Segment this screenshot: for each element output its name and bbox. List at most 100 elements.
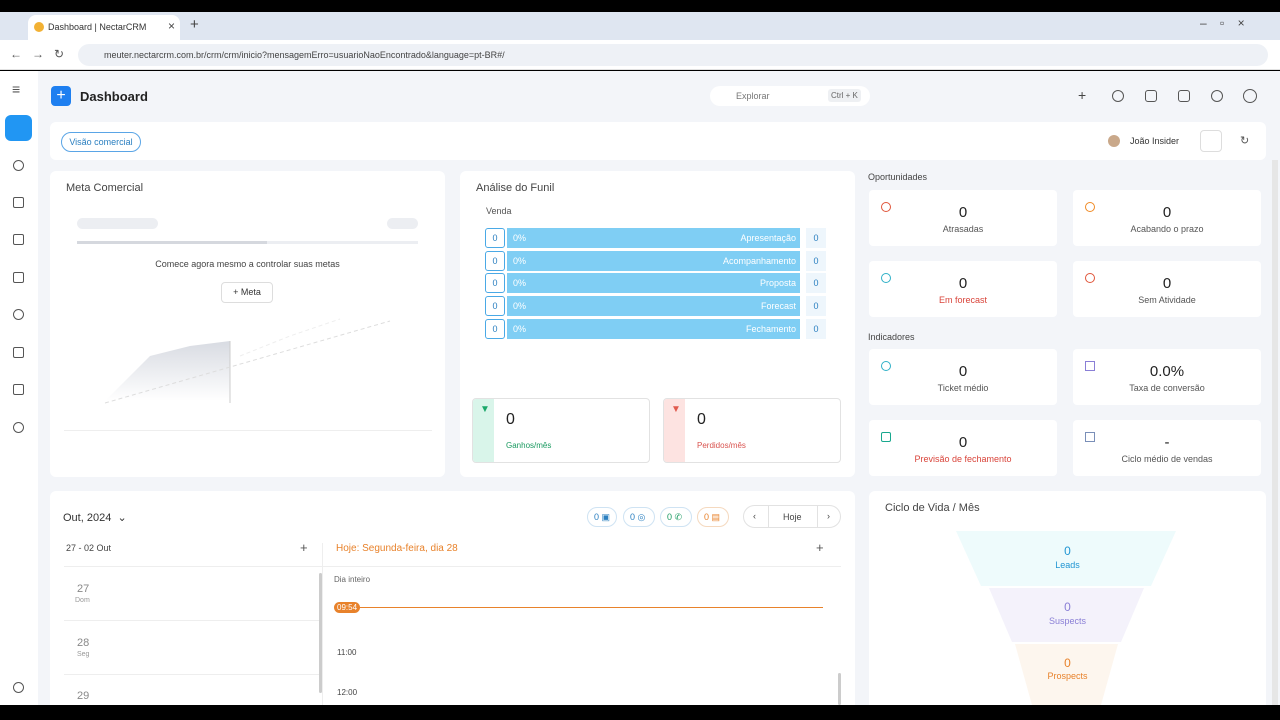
stat-icon <box>1085 432 1095 442</box>
home-icon[interactable] <box>5 115 32 141</box>
stat-card[interactable]: 0 Acabando o prazo <box>1073 190 1261 246</box>
nav-icon[interactable] <box>13 422 24 433</box>
week-range: 27 - 02 Out <box>66 543 112 553</box>
level-label: Leads <box>1055 560 1080 570</box>
header-add[interactable]: + <box>1078 87 1087 103</box>
badge-count: 0 <box>667 512 673 522</box>
address-bar-row: ← → ↻ meuter.nectarcrm.com.br/crm/crm/in… <box>0 40 1280 70</box>
funnel-stage[interactable]: 0 0% Acompanhamento 0 <box>485 251 826 271</box>
view-tag[interactable]: Visão comercial <box>61 132 141 152</box>
add-event[interactable]: + <box>816 540 824 555</box>
stat-card[interactable]: 0 Sem Atividade <box>1073 261 1261 317</box>
calendar-month[interactable]: Out, 2024 ⌄ <box>63 512 127 524</box>
fullscreen-button[interactable] <box>1200 130 1222 152</box>
page-scrollbar[interactable] <box>1272 160 1278 705</box>
stat-label: Sem Atividade <box>1138 295 1196 305</box>
divider <box>64 566 841 567</box>
progress-track <box>77 241 418 244</box>
lost-card[interactable]: ▼ 0 Perdidos/mês <box>663 398 841 463</box>
divider <box>64 620 319 621</box>
badge[interactable]: 0 ◎ <box>623 507 655 527</box>
add-button[interactable]: + <box>51 86 71 106</box>
badge-count: 0 <box>704 512 710 522</box>
task-icon[interactable] <box>1211 90 1223 102</box>
stage-count: 0 <box>485 296 505 316</box>
nav-icon[interactable] <box>13 160 24 171</box>
badge-count: 0 <box>594 512 600 522</box>
menu-icon[interactable]: ≡ <box>12 81 21 97</box>
nav-icon[interactable] <box>13 347 24 358</box>
lifecycle-card: Ciclo de Vida / Mês 0 Leads 0 Suspects 0… <box>869 491 1266 705</box>
settings-icon[interactable] <box>13 682 24 693</box>
badge[interactable]: 0 ▣ <box>587 507 617 527</box>
nav-icon[interactable] <box>13 197 24 208</box>
stat-card[interactable]: 0 Em forecast <box>869 261 1057 317</box>
sidebar: ≡ <box>0 71 38 705</box>
now-time: 09:54 <box>334 602 361 613</box>
inbox-icon[interactable] <box>1178 90 1190 102</box>
stage-value: 0 <box>806 273 826 293</box>
nav-buttons[interactable]: ← → ↻ <box>10 47 65 61</box>
badge[interactable]: 0 ▤ <box>697 507 729 527</box>
bell-icon[interactable] <box>1145 90 1157 102</box>
weekday: Seg <box>77 651 90 658</box>
profile-icon[interactable] <box>1243 89 1257 103</box>
stage-count: 0 <box>485 319 505 339</box>
stage-name: Fechamento <box>745 324 796 334</box>
progress-fill <box>77 241 267 244</box>
funnel-stage[interactable]: 0 0% Apresentação 0 <box>485 228 826 248</box>
funnel-stage[interactable]: 0 0% Forecast 0 <box>485 296 826 316</box>
scrollbar[interactable] <box>838 673 841 705</box>
add-event[interactable]: + <box>300 540 308 555</box>
placeholder <box>77 218 158 229</box>
omnibox[interactable]: meuter.nectarcrm.com.br/crm/crm/inicio?m… <box>78 44 1268 66</box>
stat-card[interactable]: 0.0% Taxa de conversão <box>1073 349 1261 405</box>
new-tab[interactable]: + <box>190 16 199 33</box>
tab[interactable]: Dashboard | NectarCRM × <box>28 15 180 40</box>
divider <box>64 674 319 675</box>
badge[interactable]: 0 ✆ <box>660 507 692 527</box>
stat-card[interactable]: - Ciclo médio de vendas <box>1073 420 1261 476</box>
nav-icon[interactable] <box>13 384 24 395</box>
stat-card[interactable]: 0 Previsão de fechamento <box>869 420 1057 476</box>
window-controls[interactable]: – ▫ × <box>1200 16 1245 30</box>
prev-button[interactable]: ‹ <box>753 511 756 521</box>
refresh-button[interactable]: ↻ <box>1240 135 1250 147</box>
stat-icon <box>881 202 891 212</box>
stage-name: Apresentação <box>740 233 796 243</box>
stat-value: 0 <box>958 204 968 221</box>
today-button[interactable]: Hoje <box>783 512 802 522</box>
stage-percent: 0% <box>513 301 527 311</box>
stat-label: Ciclo médio de vendas <box>1121 454 1213 464</box>
url: meuter.nectarcrm.com.br/crm/crm/inicio?m… <box>104 50 505 60</box>
divider <box>768 506 769 527</box>
stage-bar: 0% Acompanhamento <box>507 251 800 271</box>
card-title: Análise do Funil <box>476 182 555 194</box>
nav-icon[interactable] <box>13 309 24 320</box>
search-box[interactable]: Explorar Ctrl + K <box>710 86 870 106</box>
funnel-stage[interactable]: 0 0% Proposta 0 <box>485 273 826 293</box>
funnel-stage[interactable]: 0 0% Fechamento 0 <box>485 319 826 339</box>
meta-illustration <box>104 318 391 404</box>
divider <box>64 430 432 431</box>
stat-icon <box>1085 202 1095 212</box>
tab-close[interactable]: × <box>168 19 176 33</box>
stage-value: 0 <box>806 319 826 339</box>
phone-icon[interactable] <box>1112 90 1124 102</box>
next-button[interactable]: › <box>827 511 830 521</box>
section-title: Indicadores <box>868 332 915 342</box>
stage-percent: 0% <box>513 233 527 243</box>
stage-count: 0 <box>485 251 505 271</box>
stat-card[interactable]: 0 Ticket médio <box>869 349 1057 405</box>
today-heading: Hoje: Segunda-feira, dia 28 <box>336 543 458 554</box>
add-meta-button[interactable]: + Meta <box>221 282 273 303</box>
nav-icon[interactable] <box>13 272 24 283</box>
stat-icon <box>881 432 891 442</box>
weekday: Dom <box>75 597 90 604</box>
won-card[interactable]: ▼ 0 Ganhos/mês <box>472 398 650 463</box>
stat-card[interactable]: 0 Atrasadas <box>869 190 1057 246</box>
stage-name: Forecast <box>760 301 796 311</box>
nav-icon[interactable] <box>13 234 24 245</box>
lost-label: Perdidos/mês <box>697 441 746 450</box>
scrollbar[interactable] <box>319 573 322 693</box>
